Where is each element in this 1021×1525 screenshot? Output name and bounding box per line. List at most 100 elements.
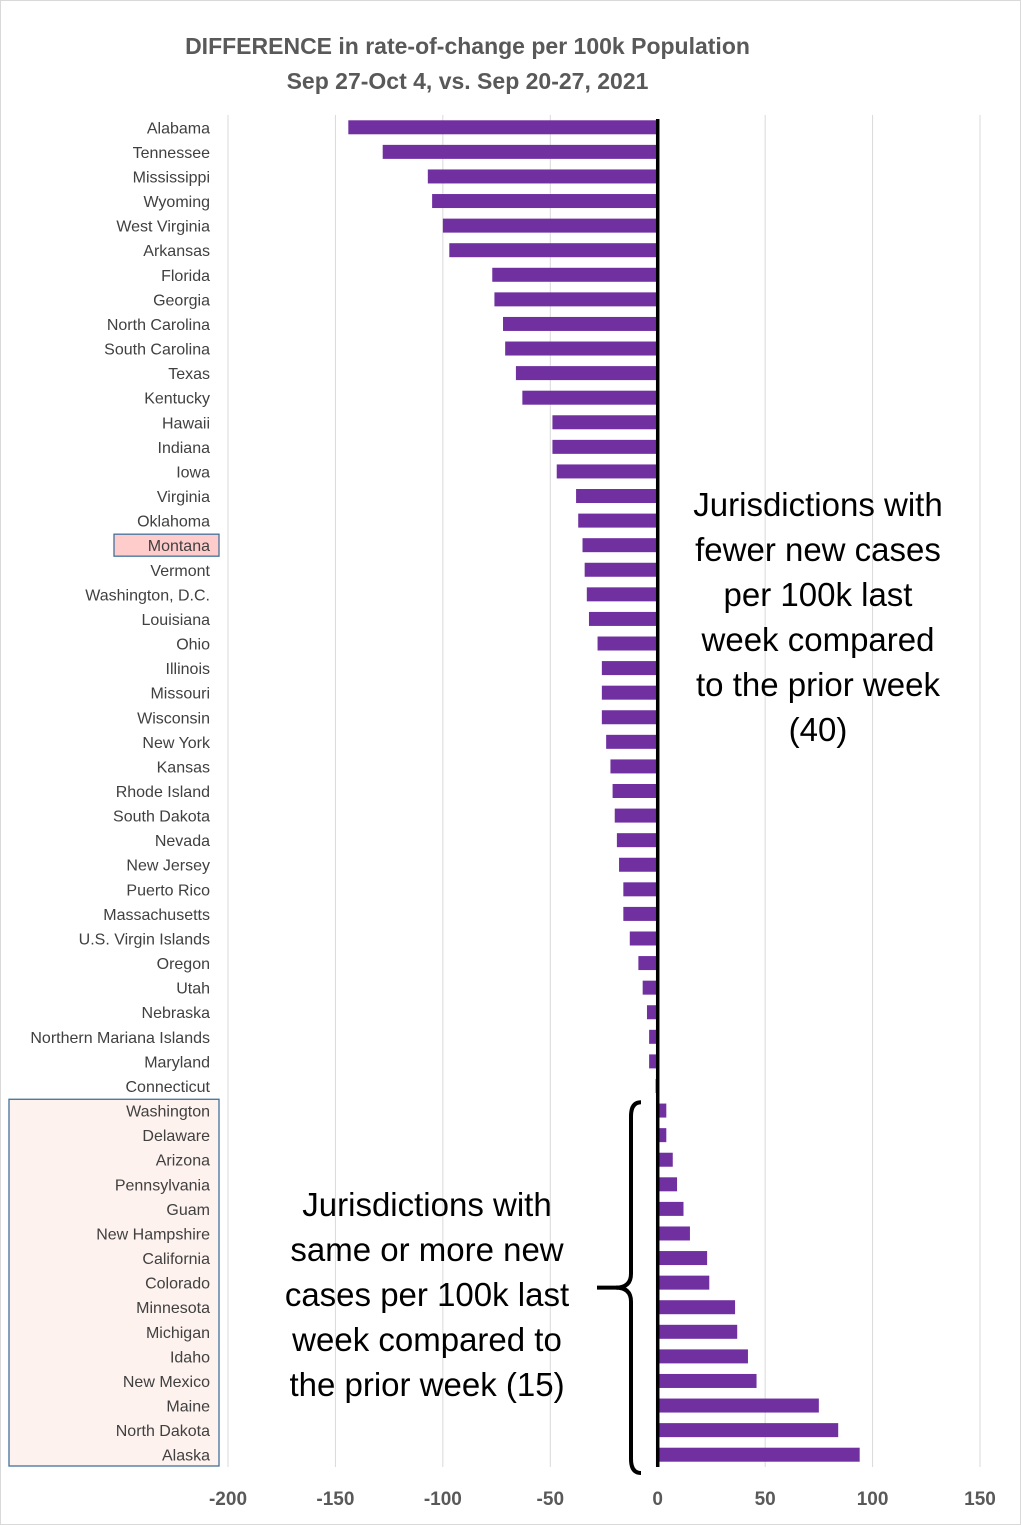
bar — [427, 169, 658, 184]
bar — [597, 636, 658, 651]
bar — [623, 906, 658, 921]
category-label: Pennsylvania — [115, 1177, 210, 1194]
bar — [584, 562, 658, 577]
bar — [582, 538, 658, 553]
bar — [657, 1324, 738, 1339]
category-label: Alaska — [162, 1448, 210, 1465]
category-label: New Mexico — [123, 1374, 210, 1391]
x-tick-label: 0 — [652, 1489, 663, 1510]
bar — [657, 1251, 708, 1266]
category-label: Mississippi — [133, 169, 210, 186]
category-label: Arizona — [156, 1153, 210, 1170]
x-tick-label: -200 — [209, 1489, 247, 1510]
category-label: South Dakota — [113, 809, 210, 826]
bar — [619, 857, 658, 872]
category-label: Guam — [166, 1202, 210, 1219]
category-label: Georgia — [153, 292, 210, 309]
category-label: Indiana — [158, 440, 211, 457]
bar — [601, 685, 658, 700]
category-label: Kansas — [157, 759, 210, 776]
bar — [492, 267, 658, 282]
bar — [657, 1201, 684, 1216]
category-label: New York — [142, 735, 211, 752]
category-label: Alabama — [147, 120, 210, 137]
bar — [586, 587, 658, 602]
bar — [657, 1103, 667, 1118]
annotation-fewer-cases: Jurisdictions with fewer new cases per 1… — [693, 486, 943, 748]
category-label: Iowa — [176, 464, 210, 481]
category-label: New Jersey — [126, 858, 210, 875]
bar — [588, 611, 658, 626]
bar — [505, 341, 658, 356]
category-label: Delaware — [142, 1128, 210, 1145]
bar — [657, 1398, 819, 1413]
bar — [614, 808, 658, 823]
bar — [657, 1349, 748, 1364]
category-label: Illinois — [166, 661, 210, 678]
category-label: Utah — [176, 981, 210, 998]
x-tick-label: -50 — [537, 1489, 564, 1510]
bar — [657, 1128, 667, 1143]
category-label: Maryland — [144, 1054, 210, 1071]
bar — [657, 1373, 757, 1388]
bar — [657, 1447, 860, 1462]
bar — [657, 1423, 839, 1438]
category-label: U.S. Virgin Islands — [79, 931, 210, 948]
category-label: Texas — [168, 366, 210, 383]
category-label: West Virginia — [116, 219, 210, 236]
x-tick-label: 50 — [755, 1489, 776, 1510]
bar — [348, 120, 658, 135]
bar — [610, 759, 658, 774]
category-label: Rhode Island — [116, 784, 210, 801]
chart-title: DIFFERENCE in rate-of-change per 100k Po… — [185, 33, 750, 59]
increase-group-label-box — [8, 1098, 220, 1467]
x-tick-label: -150 — [316, 1489, 354, 1510]
category-label: Idaho — [170, 1349, 210, 1366]
bar — [449, 243, 658, 258]
bar — [657, 1275, 710, 1290]
category-label: Northern Mariana Islands — [30, 1030, 210, 1047]
bar — [657, 1152, 673, 1167]
category-label: Nevada — [155, 833, 210, 850]
x-tick-label: 150 — [964, 1489, 996, 1510]
chart-subtitle: Sep 27-Oct 4, vs. Sep 20-27, 2021 — [286, 68, 649, 94]
bar — [578, 513, 658, 528]
category-label: Washington, D.C. — [85, 587, 210, 604]
category-label: Vermont — [150, 563, 210, 580]
bar — [552, 439, 658, 454]
bar — [522, 390, 658, 405]
category-label: Minnesota — [136, 1300, 210, 1317]
bar — [612, 784, 658, 798]
bar — [601, 661, 658, 676]
category-label: Colorado — [145, 1276, 210, 1293]
bar — [494, 292, 658, 307]
category-label: Ohio — [176, 637, 210, 654]
category-label: New Hampshire — [96, 1226, 210, 1243]
bar — [616, 833, 658, 848]
category-label: California — [142, 1251, 210, 1268]
bar — [382, 144, 658, 159]
x-tick-label: -100 — [424, 1489, 462, 1510]
category-label: South Carolina — [104, 342, 210, 359]
category-label: North Dakota — [116, 1423, 210, 1440]
bar — [657, 1226, 690, 1241]
category-label: Puerto Rico — [126, 882, 210, 899]
category-label: Connecticut — [126, 1079, 211, 1096]
bar — [642, 980, 658, 995]
x-tick-label: 100 — [857, 1489, 889, 1510]
bar — [657, 1177, 678, 1192]
curly-brace — [615, 1100, 642, 1475]
bar — [606, 734, 658, 749]
category-label: Kentucky — [144, 391, 210, 408]
category-label: Massachusetts — [103, 907, 210, 924]
bar — [503, 316, 658, 331]
category-label: Louisiana — [142, 612, 211, 629]
category-label: Tennessee — [133, 145, 210, 162]
highlight-label-box — [113, 533, 220, 557]
category-label: Hawaii — [162, 415, 210, 432]
category-label: Virginia — [157, 489, 210, 506]
bar — [432, 194, 658, 209]
category-label: Wisconsin — [137, 710, 210, 727]
bar — [657, 1300, 736, 1315]
bar — [601, 710, 658, 725]
